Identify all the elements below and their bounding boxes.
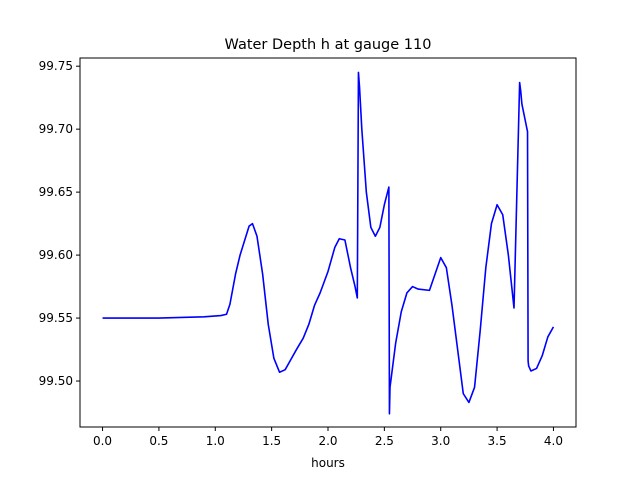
y-tick-label: 99.60 <box>39 248 73 262</box>
x-tick-label: 1.5 <box>262 434 281 448</box>
y-tick-label: 99.65 <box>39 185 73 199</box>
plot-area <box>102 71 555 415</box>
x-tick-label: 2.0 <box>318 434 337 448</box>
y-tick-label: 99.75 <box>39 59 73 73</box>
x-tick-label: 1.0 <box>206 434 225 448</box>
x-tick-label: 4.0 <box>544 434 563 448</box>
series-line-0 <box>102 71 555 415</box>
y-tick-label: 99.50 <box>39 374 73 388</box>
x-tick-label: 3.0 <box>431 434 450 448</box>
y-tick-label: 99.70 <box>39 122 73 136</box>
y-tick-label: 99.55 <box>39 311 73 325</box>
x-tick-label: 0.0 <box>93 434 112 448</box>
x-axis: 0.0 0.5 1.0 1.5 2.0 2.5 3.0 3.5 4.0 <box>93 427 563 448</box>
x-axis-label: hours <box>311 456 345 470</box>
x-tick-label: 0.5 <box>149 434 168 448</box>
y-axis: 99.50 99.55 99.60 99.65 99.70 99.75 <box>39 59 80 388</box>
x-tick-label: 3.5 <box>488 434 507 448</box>
x-tick-label: 2.5 <box>375 434 394 448</box>
chart-title: Water Depth h at gauge 110 <box>225 37 432 53</box>
